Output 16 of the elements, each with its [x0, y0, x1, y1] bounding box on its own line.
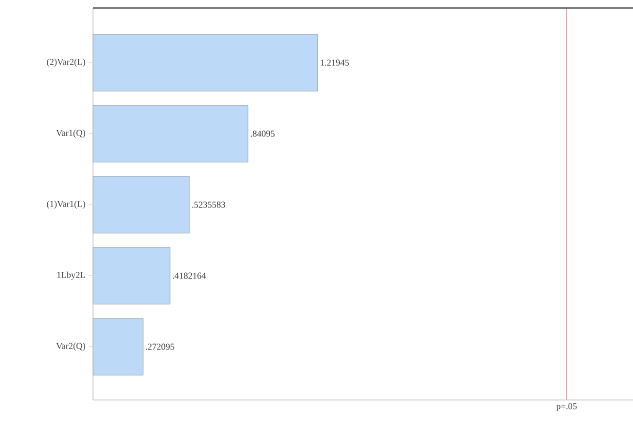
data-label: .272095	[146, 344, 174, 350]
data-label: .84095	[250, 130, 275, 137]
bar	[92, 318, 144, 376]
data-label: .4182164	[172, 272, 206, 279]
data-label: .5235583	[192, 202, 226, 208]
bar	[92, 105, 248, 162]
y-tick-label: 1Lby2L	[57, 272, 85, 280]
y-tick-label: (1)Var1(L)	[46, 200, 86, 209]
y-tick-label: (2)Var2(L)	[46, 58, 86, 67]
data-label: 1.21945	[320, 60, 349, 66]
bar	[92, 247, 170, 304]
y-tick-label: Var1(Q)	[56, 130, 86, 138]
ref-line-label: p=.05	[556, 403, 577, 412]
y-tick-label: Var2(Q)	[56, 342, 86, 351]
bar	[92, 34, 318, 92]
bar	[92, 176, 190, 234]
